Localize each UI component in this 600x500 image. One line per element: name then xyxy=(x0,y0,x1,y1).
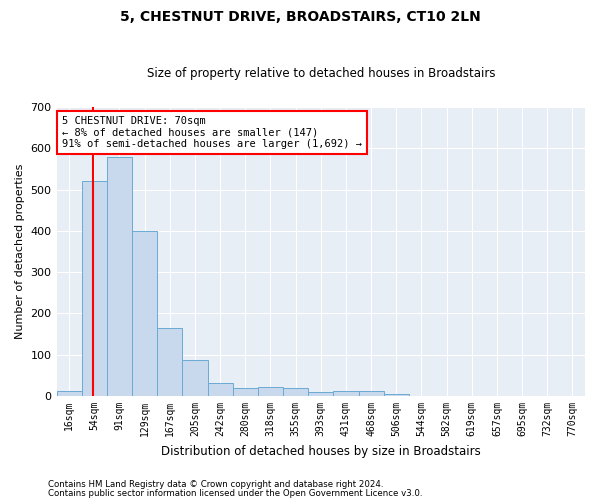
Text: Contains HM Land Registry data © Crown copyright and database right 2024.: Contains HM Land Registry data © Crown c… xyxy=(48,480,383,489)
Bar xyxy=(258,387,283,396)
Title: Size of property relative to detached houses in Broadstairs: Size of property relative to detached ho… xyxy=(146,66,495,80)
Bar xyxy=(182,360,208,396)
Text: Contains public sector information licensed under the Open Government Licence v3: Contains public sector information licen… xyxy=(48,489,422,498)
Bar xyxy=(132,231,157,396)
Text: 5, CHESTNUT DRIVE, BROADSTAIRS, CT10 2LN: 5, CHESTNUT DRIVE, BROADSTAIRS, CT10 2LN xyxy=(119,10,481,24)
Bar xyxy=(56,390,82,396)
Bar xyxy=(157,328,182,396)
Bar xyxy=(208,383,233,396)
Bar xyxy=(383,394,409,396)
Text: 5 CHESTNUT DRIVE: 70sqm
← 8% of detached houses are smaller (147)
91% of semi-de: 5 CHESTNUT DRIVE: 70sqm ← 8% of detached… xyxy=(62,116,362,149)
Bar xyxy=(233,388,258,396)
Bar xyxy=(107,156,132,396)
X-axis label: Distribution of detached houses by size in Broadstairs: Distribution of detached houses by size … xyxy=(161,444,481,458)
Bar xyxy=(334,391,359,396)
Bar xyxy=(283,388,308,396)
Bar xyxy=(359,391,383,396)
Bar xyxy=(82,182,107,396)
Y-axis label: Number of detached properties: Number of detached properties xyxy=(15,164,25,339)
Bar xyxy=(308,392,334,396)
